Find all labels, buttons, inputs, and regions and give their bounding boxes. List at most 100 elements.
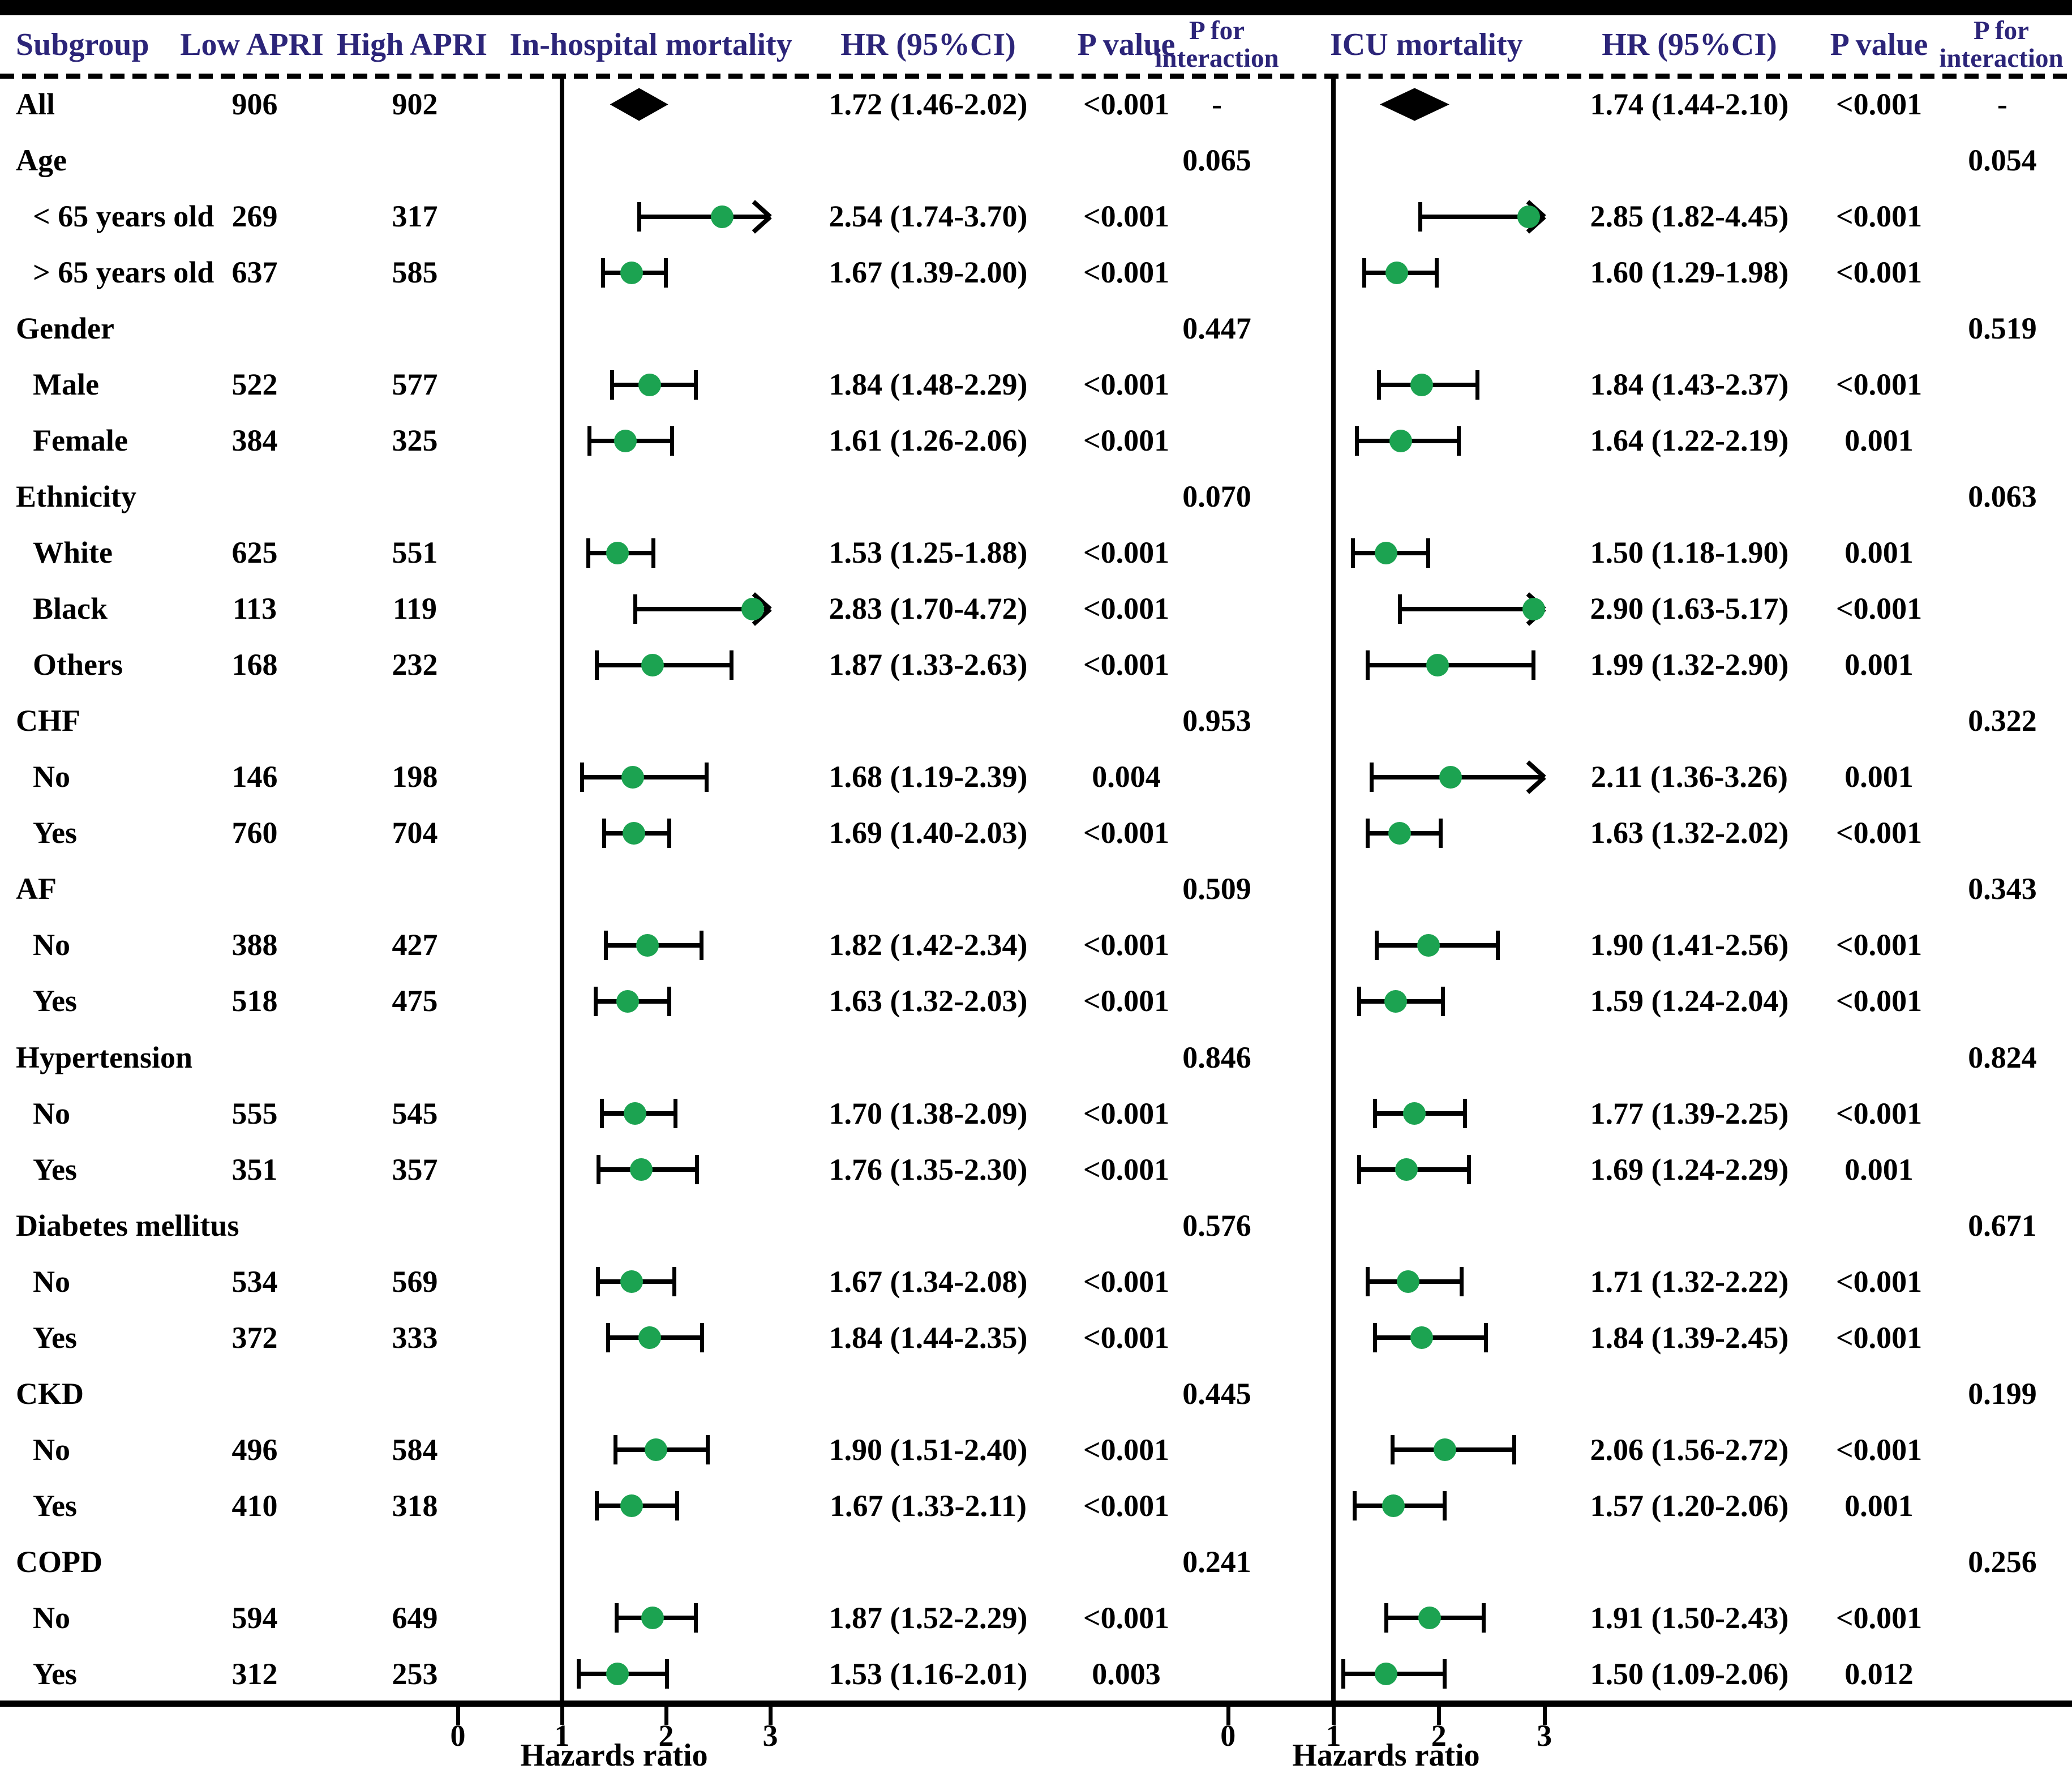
ci-cap-lower <box>599 1099 604 1129</box>
subgroup-label: CKD <box>16 1376 84 1411</box>
ci-cap-upper <box>1462 1099 1467 1129</box>
point-estimate-dot <box>623 1102 646 1125</box>
subgroup-label: Black <box>33 592 108 626</box>
low-apri-value: 351 <box>231 1152 278 1187</box>
forest-data-row: Yes 372 333 1.84 (1.44-2.35) <0.001 1.84 (1.3… <box>0 1310 2072 1366</box>
p-value: <0.001 <box>1083 367 1170 402</box>
p-value: <0.001 <box>1835 984 1923 1018</box>
ci-line <box>639 214 770 219</box>
hr-ci-value: 1.60 (1.29-1.98) <box>1590 255 1789 290</box>
p-value: <0.001 <box>1083 928 1170 962</box>
p-interaction-value: 0.576 <box>1182 1208 1251 1243</box>
subgroup-label: AF <box>16 872 57 906</box>
high-apri-value: 119 <box>392 592 437 626</box>
ci-line <box>581 774 707 779</box>
ci-cap-upper <box>1439 818 1443 848</box>
ci-cap-upper <box>672 1267 676 1297</box>
hr-ci-value: 2.85 (1.82-4.45) <box>1590 199 1789 234</box>
axis-tick-label: 3 <box>762 1719 778 1753</box>
x-axis-line <box>0 1701 2072 1707</box>
ci-cap-lower <box>595 1267 600 1297</box>
ci-cap-upper <box>1475 370 1480 400</box>
subgroup-category-row: AF 0.509 0.343 <box>0 861 2072 917</box>
p-value: <0.001 <box>1835 1096 1923 1130</box>
ci-cap-upper <box>1484 1323 1488 1353</box>
point-estimate-dot <box>1418 1607 1441 1630</box>
point-estimate-dot <box>606 541 629 564</box>
point-estimate-dot <box>606 1663 629 1686</box>
point-estimate-dot <box>1384 990 1407 1013</box>
ci-cap-upper <box>1434 258 1439 288</box>
subgroup-label: Yes <box>33 1488 77 1523</box>
interaction-line: interaction <box>1939 44 2064 73</box>
subgroup-category-row: Diabetes mellitus 0.576 0.671 <box>0 1198 2072 1254</box>
low-apri-value: 146 <box>231 760 278 794</box>
subgroup-label: Yes <box>33 984 77 1018</box>
point-estimate-dot <box>644 1438 667 1462</box>
forest-data-row: Black 113 119 2.83 (1.70-4.72) <0.001 2.90 (1… <box>0 581 2072 637</box>
p-value: <0.001 <box>1835 199 1923 234</box>
hr-ci-value: 1.67 (1.39-2.00) <box>829 255 1028 290</box>
point-estimate-dot <box>641 1607 664 1630</box>
low-apri-value: 594 <box>231 1600 278 1635</box>
p-value: <0.001 <box>1083 536 1170 570</box>
subgroup-label: No <box>33 1432 70 1467</box>
ci-cap-lower <box>602 818 606 848</box>
point-estimate-dot <box>1517 205 1540 228</box>
point-estimate-dot <box>1439 765 1462 789</box>
subgroup-label: Hypertension <box>16 1040 193 1074</box>
p-interaction-value: 0.445 <box>1182 1376 1251 1411</box>
p-interaction-value: 0.671 <box>1968 1208 2037 1243</box>
hr-ci-value: 1.74 (1.44-2.10) <box>1590 87 1789 121</box>
hr-ci-value: 1.71 (1.32-2.22) <box>1590 1264 1789 1299</box>
ci-cap-lower <box>1357 1155 1361 1185</box>
hr-ci-value: 1.53 (1.16-2.01) <box>829 1656 1028 1691</box>
ci-cap-lower <box>1372 1099 1377 1129</box>
point-estimate-dot <box>1375 1663 1398 1686</box>
p-interaction-value: 0.846 <box>1182 1040 1251 1074</box>
p-value: 0.004 <box>1092 760 1161 794</box>
point-estimate-dot <box>620 1494 644 1518</box>
low-apri-value: 384 <box>231 423 278 458</box>
ci-cap-upper <box>670 426 675 456</box>
ci-cap-upper <box>673 1099 677 1129</box>
forest-data-row: No 146 198 1.68 (1.19-2.39) 0.004 2.11 (1.36-… <box>0 749 2072 805</box>
ci-line <box>634 606 770 611</box>
ci-cap-upper <box>1482 1603 1486 1633</box>
ci-cap-lower <box>637 202 642 232</box>
point-estimate-dot <box>621 765 645 789</box>
p-interaction-value: 0.065 <box>1182 143 1251 178</box>
p-value: <0.001 <box>1083 1096 1170 1130</box>
forest-data-row: No 534 569 1.67 (1.34-2.08) <0.001 1.71 (1.32… <box>0 1254 2072 1310</box>
hr-ci-value: 1.70 (1.38-2.09) <box>829 1096 1028 1130</box>
hr-ci-value: 1.90 (1.51-2.40) <box>829 1432 1028 1467</box>
point-estimate-dot <box>620 261 644 284</box>
p-value: <0.001 <box>1083 592 1170 626</box>
forest-data-row: White 625 551 1.53 (1.25-1.88) <0.001 1.50 (1… <box>0 525 2072 581</box>
high-apri-value: 317 <box>392 199 438 234</box>
subgroup-label: Ethnicity <box>16 479 137 514</box>
subgroup-label: No <box>33 1600 70 1635</box>
top-border-bar <box>0 0 2072 15</box>
point-estimate-dot <box>1388 821 1412 845</box>
axis-tick-label: 1 <box>1325 1719 1341 1753</box>
ci-cap-lower <box>587 426 591 456</box>
subgroup-category-row: Hypertension 0.846 0.824 <box>0 1030 2072 1086</box>
ci-cap-upper <box>651 538 655 568</box>
high-apri-value: 427 <box>392 928 438 962</box>
summary-diamond <box>1379 88 1449 121</box>
ci-cap-lower <box>1372 1323 1377 1353</box>
column-header-low-apri: Low APRI <box>180 27 324 62</box>
p-value: <0.001 <box>1835 255 1923 290</box>
high-apri-value: 545 <box>392 1096 438 1130</box>
ci-cap-lower <box>1418 202 1422 232</box>
ci-cap-upper <box>1443 1659 1447 1689</box>
low-apri-value: 113 <box>232 592 277 626</box>
hr-ci-value: 1.84 (1.43-2.37) <box>1590 367 1789 402</box>
forest-data-row: Male 522 577 1.84 (1.48-2.29) <0.001 1.84 (1.… <box>0 357 2072 413</box>
hr-ci-value: 1.82 (1.42-2.34) <box>829 928 1028 962</box>
p-interaction-value: 0.199 <box>1968 1376 2037 1411</box>
reference-line-hr1-icu <box>1331 76 1336 1701</box>
hr-ci-value: 1.87 (1.52-2.29) <box>829 1600 1028 1635</box>
high-apri-value: 569 <box>392 1264 438 1299</box>
